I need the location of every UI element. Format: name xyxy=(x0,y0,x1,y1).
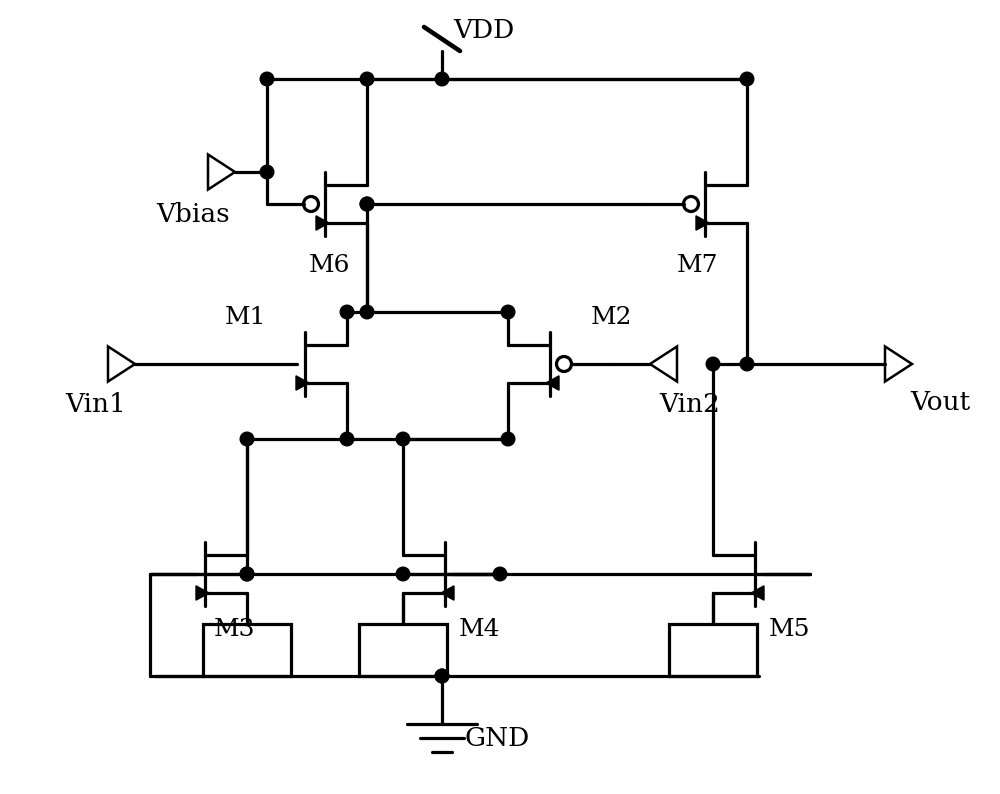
Text: M6: M6 xyxy=(309,255,351,277)
Circle shape xyxy=(493,567,507,580)
Circle shape xyxy=(740,357,754,371)
Polygon shape xyxy=(546,376,559,390)
Bar xyxy=(359,624,447,676)
Text: M1: M1 xyxy=(224,306,266,329)
Circle shape xyxy=(740,72,754,86)
Circle shape xyxy=(240,567,254,580)
Circle shape xyxy=(360,197,374,210)
Polygon shape xyxy=(196,586,209,600)
Circle shape xyxy=(396,567,410,580)
Text: Vin1: Vin1 xyxy=(66,391,126,417)
Text: Vbias: Vbias xyxy=(156,202,230,226)
Circle shape xyxy=(435,72,449,86)
Circle shape xyxy=(360,72,374,86)
Text: VDD: VDD xyxy=(453,18,515,44)
Polygon shape xyxy=(696,216,709,230)
Circle shape xyxy=(260,165,274,179)
Circle shape xyxy=(360,197,374,210)
Text: M5: M5 xyxy=(769,619,811,642)
Text: M2: M2 xyxy=(591,306,633,329)
Circle shape xyxy=(501,432,515,445)
Circle shape xyxy=(435,669,449,683)
Circle shape xyxy=(706,357,720,371)
Text: M4: M4 xyxy=(459,619,501,642)
Circle shape xyxy=(340,432,354,445)
Polygon shape xyxy=(441,586,454,600)
Text: GND: GND xyxy=(464,726,530,750)
Bar xyxy=(203,624,291,676)
Text: M3: M3 xyxy=(214,619,256,642)
Polygon shape xyxy=(296,376,309,390)
Bar xyxy=(669,624,757,676)
Circle shape xyxy=(240,567,254,580)
Text: Vout: Vout xyxy=(910,390,970,414)
Circle shape xyxy=(396,432,410,445)
Circle shape xyxy=(260,72,274,86)
Text: M7: M7 xyxy=(676,255,718,277)
Circle shape xyxy=(360,305,374,319)
Circle shape xyxy=(435,669,449,683)
Circle shape xyxy=(240,432,254,445)
Circle shape xyxy=(340,305,354,319)
Polygon shape xyxy=(751,586,764,600)
Polygon shape xyxy=(316,216,329,230)
Text: Vin2: Vin2 xyxy=(660,391,720,417)
Circle shape xyxy=(501,305,515,319)
